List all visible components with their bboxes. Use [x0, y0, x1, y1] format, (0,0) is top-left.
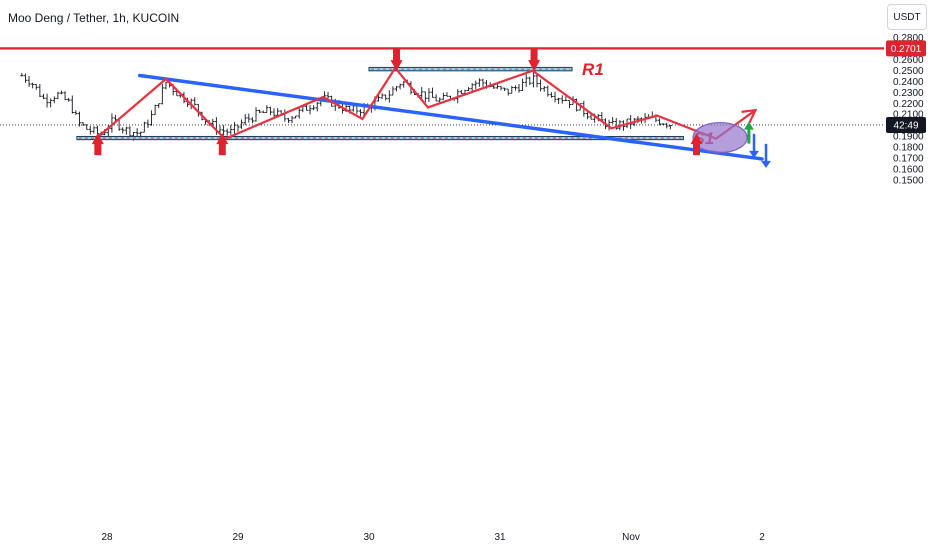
marker-arrow-down [528, 49, 541, 72]
resistance-price-badge [886, 40, 926, 57]
bearish-arrow-head [749, 150, 759, 158]
candles [20, 72, 672, 141]
drawings [0, 47, 884, 161]
bullish-arrow-head [743, 121, 754, 130]
y-tick-label: 0.1900 [893, 132, 924, 143]
x-tick-label: Nov [622, 532, 640, 543]
countdown-badge [886, 116, 926, 133]
x-tick-label: 31 [494, 532, 506, 543]
zones: R1S1 [76, 60, 714, 148]
price-axis: 0.28000.27000.26000.25000.24000.23000.22… [886, 33, 926, 186]
y-tick-label: 0.1500 [893, 175, 924, 186]
arrows [91, 49, 771, 168]
breakout-ellipse[interactable] [692, 121, 748, 154]
resistance-zone[interactable] [368, 66, 573, 72]
resistance-zone-label: R1 [582, 60, 604, 79]
y-tick-label: 0.1800 [893, 143, 924, 154]
marker-arrow-up [690, 133, 703, 156]
zigzag-path[interactable] [95, 66, 757, 141]
marker-arrow-up [216, 133, 229, 156]
currency-button[interactable]: USDT [887, 4, 927, 30]
y-tick-label: 0.2800 [893, 33, 924, 44]
y-tick-label: 0.2100 [893, 110, 924, 121]
marker-arrow-up [91, 133, 104, 156]
y-tick-label: 0.2300 [893, 88, 924, 99]
bearish-arrow-head [761, 160, 771, 168]
zigzag-arrowhead [741, 108, 758, 124]
time-axis: 28 29 30 31 Nov 2 [101, 532, 765, 543]
y-tick-label: 0.1700 [893, 154, 924, 165]
trendline[interactable] [138, 73, 764, 161]
y-tick-label: 0.2200 [893, 99, 924, 110]
y-tick-label: 0.2500 [893, 66, 924, 77]
y-tick-label: 0.1600 [893, 165, 924, 176]
chart-title: Moo Deng / Tether, 1h, KUCOIN [8, 11, 180, 25]
y-tick-label: 0.2400 [893, 77, 924, 88]
x-tick-label: 2 [759, 532, 765, 543]
x-tick-label: 29 [232, 532, 244, 543]
marker-arrow-down [390, 49, 403, 72]
x-tick-label: 28 [101, 532, 113, 543]
resistance-price-text: 0.2701 [891, 44, 922, 55]
y-tick-label: 0.2600 [893, 55, 924, 66]
x-tick-label: 30 [363, 532, 375, 543]
countdown-text: 42:49 [893, 120, 918, 131]
